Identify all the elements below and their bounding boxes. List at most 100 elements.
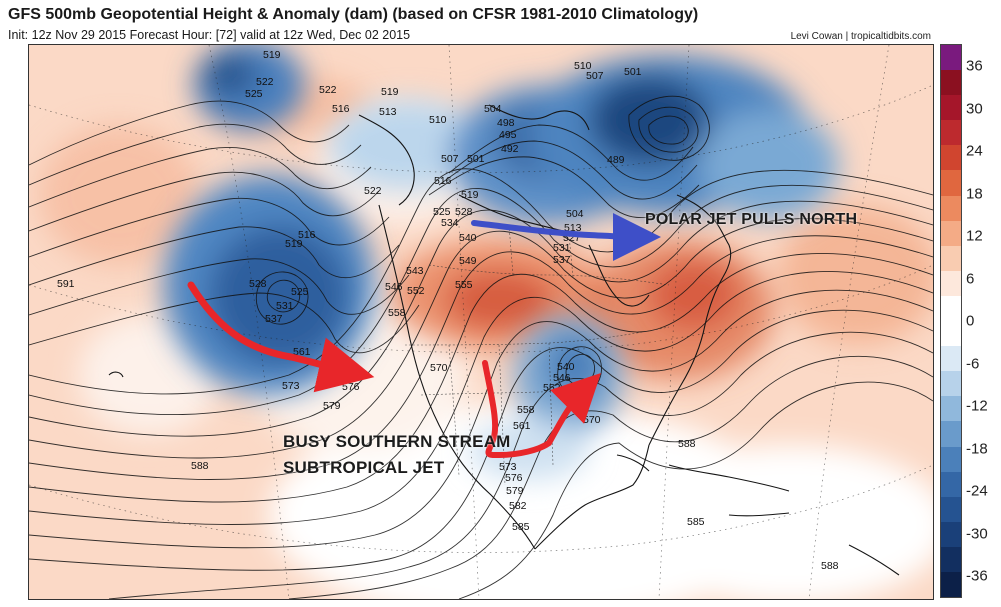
colorbar-segment <box>941 346 961 372</box>
anomaly-colorbar <box>940 44 962 598</box>
colorbar-label: 0 <box>966 312 975 330</box>
contour-label: 588 <box>191 460 209 472</box>
contour-label: 546 <box>385 281 403 293</box>
contour-label: 528 <box>455 206 473 218</box>
contour-label: 570 <box>583 414 601 426</box>
contour-label: 531 <box>553 242 571 254</box>
contour-label: 585 <box>687 516 705 528</box>
contour-label: 525 <box>245 88 263 100</box>
contour-label: 519 <box>263 49 281 61</box>
contour-label: 525 <box>291 286 309 298</box>
contour-label: 555 <box>455 279 473 291</box>
colorbar-segment <box>941 245 961 271</box>
contour-label: 525 <box>433 206 451 218</box>
colorbar-segment <box>941 471 961 497</box>
contour-label: 534 <box>441 217 459 229</box>
colorbar-segment <box>941 270 961 296</box>
colorbar-label: -18 <box>966 440 988 457</box>
contour-label: 510 <box>429 114 447 126</box>
subtropical-jet-arrow <box>482 360 601 459</box>
contour-label: 591 <box>57 278 75 290</box>
coastlines <box>108 104 900 576</box>
colorbar-segment <box>941 396 961 422</box>
colorbar-segment <box>941 446 961 472</box>
contour-label: 519 <box>285 238 303 250</box>
contour-label: 498 <box>497 117 515 129</box>
colorbar-segment <box>941 95 961 121</box>
colorbar-label: -30 <box>966 525 988 542</box>
contour-label: 507 <box>586 70 604 82</box>
colorbar-segment <box>941 421 961 447</box>
colorbar-labels: 36 30 24 18 12 6 0 -6 -12 -18 -24 -30 -36 <box>964 44 1000 598</box>
contour-label: 537 <box>265 313 283 325</box>
contour-label: 573 <box>499 461 517 473</box>
anomaly-map: 519 522 525 522 516 519 513 510 507 501 … <box>29 45 933 599</box>
polar-jet-arrow <box>471 212 661 261</box>
contour-label: 588 <box>678 438 696 450</box>
contour-label: 543 <box>406 265 424 277</box>
contour-label: 522 <box>256 76 274 88</box>
contour-label: 558 <box>517 404 535 416</box>
contour-label: 558 <box>388 307 406 319</box>
contour-label: 588 <box>821 560 839 572</box>
contour-label: 519 <box>381 86 399 98</box>
contour-label: 579 <box>506 485 524 497</box>
colorbar-segment <box>941 220 961 246</box>
colorbar-label: -36 <box>966 567 988 585</box>
contour-label: 531 <box>276 300 294 312</box>
colorbar-segment <box>941 70 961 96</box>
pacific-jet-arrow <box>187 281 375 393</box>
colorbar-label: -24 <box>966 482 988 500</box>
contour-label: 573 <box>282 380 300 392</box>
contour-label: 570 <box>430 362 448 374</box>
colorbar-label: 36 <box>966 57 983 75</box>
contour-label: 516 <box>434 175 452 187</box>
credit-text: Levi Cowan | tropicaltidbits.com <box>790 31 931 42</box>
colorbar-segment <box>941 170 961 196</box>
graticule <box>29 45 933 599</box>
colorbar-segment <box>941 521 961 547</box>
contour-label: 522 <box>319 84 337 96</box>
southern-stream-annotation: BUSY SOUTHERN STREAM <box>283 432 511 451</box>
contour-label: 579 <box>323 400 341 412</box>
height-contours <box>29 95 933 599</box>
colorbar-segment <box>941 145 961 171</box>
polar-jet-annotation: POLAR JET PULLS NORTH <box>645 211 858 228</box>
contour-label: 492 <box>501 143 519 155</box>
colorbar-segment <box>941 546 961 572</box>
contour-label: 513 <box>379 106 397 118</box>
contour-label: 552 <box>543 382 561 394</box>
contour-label: 507 <box>441 153 459 165</box>
contour-label: 516 <box>332 103 350 115</box>
colorbar-segment <box>941 321 961 347</box>
contour-label: 549 <box>459 255 477 267</box>
colorbar-segment <box>941 571 961 598</box>
contour-label: 504 <box>484 103 502 115</box>
contour-label: 540 <box>557 361 575 373</box>
colorbar-label: 30 <box>966 100 983 117</box>
contour-label: 516 <box>298 229 316 241</box>
colorbar-segment <box>941 295 961 322</box>
contour-label: 528 <box>249 278 267 290</box>
colorbar-label: 6 <box>966 270 975 287</box>
contour-label: 561 <box>513 420 531 432</box>
colorbar-segment <box>941 195 961 221</box>
colorbar-segment <box>941 371 961 397</box>
colorbar-label: -6 <box>966 355 980 372</box>
map-subtitle: Init: 12z Nov 29 2015 Forecast Hour: [72… <box>8 28 411 42</box>
contour-label: 501 <box>467 153 485 165</box>
contour-label: 576 <box>342 381 360 393</box>
contour-label: 552 <box>407 285 425 297</box>
colorbar-label: 12 <box>966 227 983 245</box>
contour-label: 582 <box>509 500 527 512</box>
colorbar-segment <box>941 45 961 71</box>
subtropical-jet-annotation: SUBTROPICAL JET <box>283 458 445 477</box>
map-panel: 519 522 525 522 516 519 513 510 507 501 … <box>28 44 934 600</box>
contour-label: 585 <box>512 521 530 533</box>
contour-label: 504 <box>566 208 584 220</box>
contour-label: 522 <box>364 185 382 197</box>
contour-label: 501 <box>624 66 642 78</box>
contour-label: 489 <box>607 154 625 166</box>
map-title: GFS 500mb Geopotential Height & Anomaly … <box>8 6 699 23</box>
